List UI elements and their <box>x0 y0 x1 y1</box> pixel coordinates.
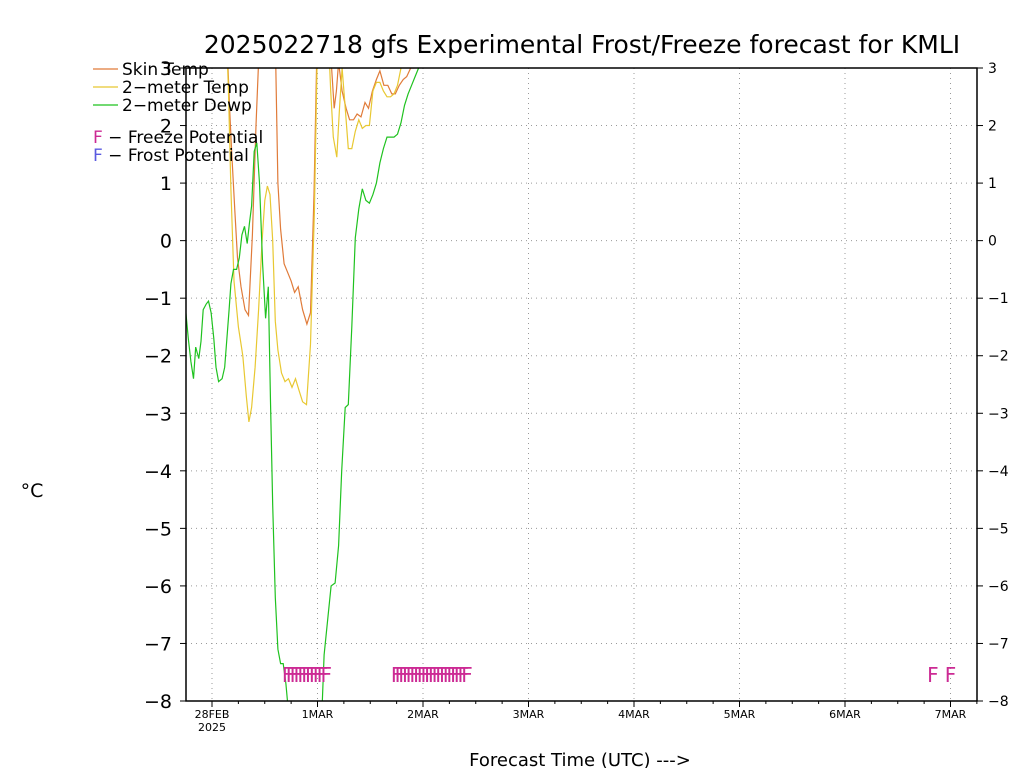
freeze-marker: F <box>293 663 305 687</box>
potential-label: − Frost Potential <box>103 146 249 166</box>
potential-letter: F <box>93 146 103 166</box>
freeze-marker: F <box>435 663 447 687</box>
y-tick-label: 1 <box>160 173 172 195</box>
freeze-marker: F <box>417 663 429 687</box>
series-2-meter-temp <box>227 68 402 423</box>
potential-letter: F <box>93 128 103 148</box>
plot-frame <box>185 67 978 702</box>
potential-legend-entry: F − Freeze Potential <box>93 128 263 148</box>
series-line <box>330 68 415 121</box>
x-tick-label: 28FEB <box>195 708 230 721</box>
series-line <box>227 68 259 318</box>
legend-label: 2−meter Temp <box>122 78 249 98</box>
y-tick-label-right: −6 <box>988 579 1009 595</box>
x-tick-label: 3MAR <box>513 708 545 721</box>
freeze-marker: F <box>409 663 421 687</box>
freeze-marker: F <box>282 663 294 687</box>
freeze-marker: F <box>406 663 418 687</box>
freeze-marker: F <box>450 663 462 687</box>
freeze-marker: F <box>443 663 455 687</box>
x-tick-label: 2MAR <box>407 708 439 721</box>
y-tick-label: −5 <box>144 518 172 540</box>
freeze-marker: F <box>945 663 957 687</box>
y-tick-label-right: −7 <box>988 636 1009 652</box>
y-tick-label-right: −3 <box>988 406 1009 422</box>
series-layer <box>186 68 420 701</box>
y-tick-label: 2 <box>160 116 172 138</box>
potential-legend-entry: F − Frost Potential <box>93 146 249 166</box>
potential-label: − Freeze Potential <box>103 128 263 148</box>
freeze-marker: F <box>420 663 432 687</box>
x-tick-label: 5MAR <box>724 708 756 721</box>
series-line <box>186 142 289 701</box>
axes-layer: 3 3 2 2 1 1 0 0 −1 −1 −2 −2 −3 −3 −4 −4 −5 −5 −6 −6 −7 −7 −8 −8… <box>144 58 1009 734</box>
freeze-marker: F <box>286 663 298 687</box>
freeze-marker: F <box>305 663 317 687</box>
freeze-marker: F <box>301 663 313 687</box>
legend-label: 2−meter Dewp <box>122 96 252 116</box>
x-tick-label: 7MAR <box>935 708 967 721</box>
x-tick-label: 4MAR <box>618 708 650 721</box>
freeze-marker: F <box>317 663 329 687</box>
legend-label: Skin Temp <box>122 60 209 80</box>
x-tick-label: 6MAR <box>829 708 861 721</box>
series-line <box>329 68 402 158</box>
x-tick-sublabel: 2025 <box>198 721 226 734</box>
y-tick-label-right: −2 <box>988 349 1009 365</box>
series-line <box>227 68 318 423</box>
freeze-marker: F <box>413 663 425 687</box>
series-line <box>321 68 420 701</box>
y-tick-label: −7 <box>144 633 172 655</box>
y-tick-label: 0 <box>160 231 172 253</box>
y-tick-label: −1 <box>144 288 172 310</box>
series-line <box>275 68 318 327</box>
y-tick-label-right: 0 <box>988 234 997 250</box>
y-tick-label-right: −4 <box>988 464 1009 480</box>
y-tick-label: −2 <box>144 346 172 368</box>
y-tick-label: 3 <box>160 58 172 80</box>
y-axis-label: °C <box>21 480 44 502</box>
freeze-marker: F <box>432 663 444 687</box>
freeze-marker: F <box>424 663 436 687</box>
freeze-marker: F <box>297 663 309 687</box>
freeze-marker: F <box>395 663 407 687</box>
freeze-marker: F <box>927 663 939 687</box>
freeze-marker: F <box>439 663 451 687</box>
freeze-marker: F <box>309 663 321 687</box>
freeze-marker: F <box>446 663 458 687</box>
freeze-marker: F <box>290 663 302 687</box>
freeze-marker: F <box>391 663 403 687</box>
freeze-marker: F <box>313 663 325 687</box>
y-tick-label-right: 3 <box>988 61 997 77</box>
chart-title: 2025022718 gfs Experimental Frost/Freeze… <box>204 30 960 59</box>
y-tick-label: −3 <box>144 403 172 425</box>
y-tick-label-right: 1 <box>988 176 997 192</box>
x-tick-label: 1MAR <box>302 708 334 721</box>
freeze-marker: F <box>454 663 466 687</box>
freeze-marker: F <box>461 663 473 687</box>
y-tick-label-right: −1 <box>988 291 1009 307</box>
freeze-marker: F <box>402 663 414 687</box>
grid-layer <box>186 68 977 701</box>
series-skin-temp <box>227 68 415 327</box>
y-tick-label-right: 2 <box>988 119 997 135</box>
series-2-meter-dewp <box>186 68 420 701</box>
y-tick-label: −6 <box>144 576 172 598</box>
freeze-marker: F <box>398 663 410 687</box>
freeze-marker: F <box>428 663 440 687</box>
x-axis-label: Forecast Time (UTC) ---> <box>469 750 691 768</box>
freeze-marker: F <box>457 663 469 687</box>
y-tick-label: −4 <box>144 461 172 483</box>
y-tick-label-right: −5 <box>988 521 1009 537</box>
freeze-marker: F <box>321 663 333 687</box>
y-tick-label: −8 <box>144 691 172 713</box>
y-tick-label-right: −8 <box>988 694 1009 710</box>
